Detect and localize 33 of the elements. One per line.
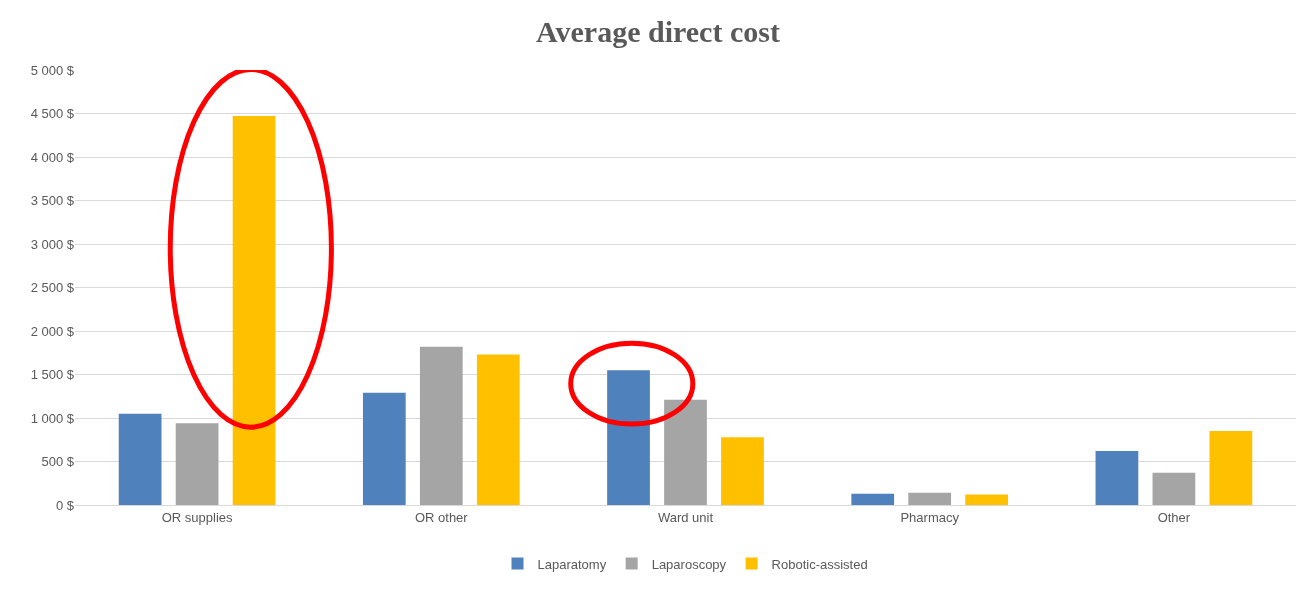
y-tick-label: 4 000 $ bbox=[30, 149, 75, 165]
bar bbox=[362, 392, 406, 505]
legend-label: Laparatomy bbox=[537, 556, 607, 572]
y-tick-label: 0 $ bbox=[55, 497, 75, 513]
y-tick-label: 2 000 $ bbox=[30, 323, 75, 339]
y-tick-label: 3 000 $ bbox=[30, 236, 75, 252]
legend-label: Robotic-assisted bbox=[771, 556, 868, 572]
y-tick-label: 1 000 $ bbox=[30, 410, 75, 426]
bar bbox=[965, 494, 1009, 505]
x-tick-label: Ward unit bbox=[657, 509, 714, 525]
bar bbox=[118, 413, 162, 505]
bar bbox=[175, 423, 219, 505]
bar bbox=[1209, 431, 1253, 505]
y-tick-label: 3 500 $ bbox=[30, 193, 75, 209]
x-tick-label: Other bbox=[1157, 509, 1191, 525]
bar bbox=[1152, 472, 1196, 505]
bar bbox=[476, 354, 520, 505]
y-tick-label: 1 500 $ bbox=[30, 367, 75, 383]
y-tick-label: 4 500 $ bbox=[30, 106, 75, 122]
x-tick-label: Pharmacy bbox=[900, 509, 960, 525]
x-tick-label: OR supplies bbox=[161, 509, 233, 525]
x-tick-label: OR other bbox=[414, 509, 469, 525]
bar bbox=[851, 493, 895, 505]
y-tick-label: 2 500 $ bbox=[30, 280, 75, 296]
bar bbox=[1095, 451, 1139, 505]
bar bbox=[908, 492, 952, 505]
bar bbox=[232, 116, 276, 505]
chart-title: Average direct cost bbox=[536, 14, 780, 48]
y-tick-label: 500 $ bbox=[41, 454, 75, 470]
bar bbox=[419, 346, 463, 505]
bar bbox=[721, 437, 764, 505]
legend-label: Laparoscopy bbox=[651, 556, 727, 572]
y-tick-label: 5 000 $ bbox=[30, 62, 75, 78]
